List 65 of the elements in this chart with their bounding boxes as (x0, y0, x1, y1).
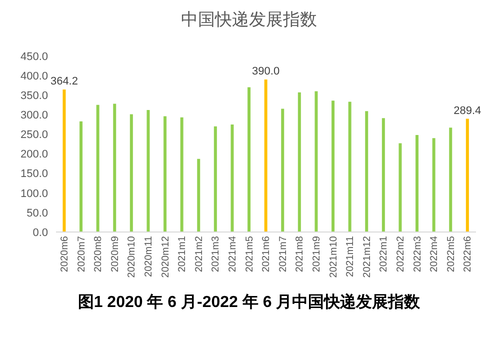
y-tick-label: 0.0 (32, 226, 48, 239)
bar (281, 108, 284, 232)
bar (180, 117, 184, 232)
x-tick-label: 2020m12 (160, 236, 172, 278)
x-tick-label: 2021m9 (312, 236, 322, 272)
y-tick-label: 250.0 (20, 129, 48, 142)
y-tick-label: 200.0 (20, 148, 48, 161)
bar (113, 104, 116, 232)
x-tick-label: 2022m1 (378, 236, 390, 272)
x-tick-label: 2020m9 (110, 236, 121, 272)
bar (314, 91, 318, 232)
x-tick-label: 2022m6 (462, 236, 474, 272)
caption: 图1 2020 年 6 月-2022 年 6 月中国快递发展指数 (76, 292, 422, 313)
bar (449, 128, 452, 232)
bar (146, 110, 150, 232)
bar (62, 90, 66, 232)
x-tick-label: 2021m4 (228, 236, 238, 272)
y-tick-label: 50.0 (26, 207, 48, 220)
x-tick-label: 2021m6 (261, 236, 272, 272)
x-tick-label: 2022m3 (412, 236, 424, 272)
x-tick-label: 2021m11 (345, 236, 356, 277)
x-tick-label: 2020m11 (144, 236, 154, 277)
y-tick-label: 400.0 (20, 70, 48, 82)
x-tick-label: 2020m10 (126, 236, 138, 278)
x-tick-label: 2020m7 (76, 236, 88, 272)
x-tick-label: 2022m5 (446, 236, 457, 272)
y-tick-label: 100.0 (20, 188, 48, 200)
bar (365, 111, 368, 232)
bar (348, 102, 352, 232)
bar (248, 87, 251, 232)
x-tick-label: 2021m10 (328, 236, 340, 278)
x-tick-label: 2021m5 (244, 236, 256, 272)
bar (398, 143, 402, 232)
y-tick-label: 300.0 (20, 110, 48, 122)
bar (230, 124, 234, 232)
data-label: 289.4 (454, 104, 482, 117)
bar (264, 79, 268, 232)
x-tick-label: 2021m8 (294, 236, 306, 272)
bar (432, 138, 436, 232)
x-tick-label: 2020m8 (93, 236, 104, 272)
bar (96, 104, 100, 232)
x-tick-label: 2021m2 (194, 236, 205, 272)
bar (466, 118, 469, 232)
bar (197, 158, 200, 232)
bar (80, 121, 83, 232)
x-tick-label: 2021m12 (362, 236, 373, 278)
x-tick-label: 2021m3 (210, 236, 222, 272)
x-tick-label: 2021m1 (177, 236, 188, 272)
x-tick-label: 2022m4 (429, 236, 440, 272)
x-tick-label: 2021m7 (278, 236, 289, 272)
bar (382, 118, 385, 232)
y-tick-label: 350.0 (20, 90, 48, 102)
bar (130, 114, 133, 232)
bar (416, 135, 419, 232)
data-label: 390.0 (252, 65, 280, 78)
bar (332, 100, 335, 232)
x-tick-label: 2020m6 (60, 236, 70, 272)
bar (298, 92, 301, 232)
y-tick-label: 150.0 (20, 168, 48, 180)
data-label: 364.2 (50, 76, 78, 88)
chart-title: 中国快递发展指数 (180, 9, 318, 31)
y-tick-label: 450.0 (20, 50, 48, 63)
bar (164, 116, 167, 232)
bar (214, 126, 217, 232)
x-tick-label: 2022m2 (396, 236, 406, 272)
